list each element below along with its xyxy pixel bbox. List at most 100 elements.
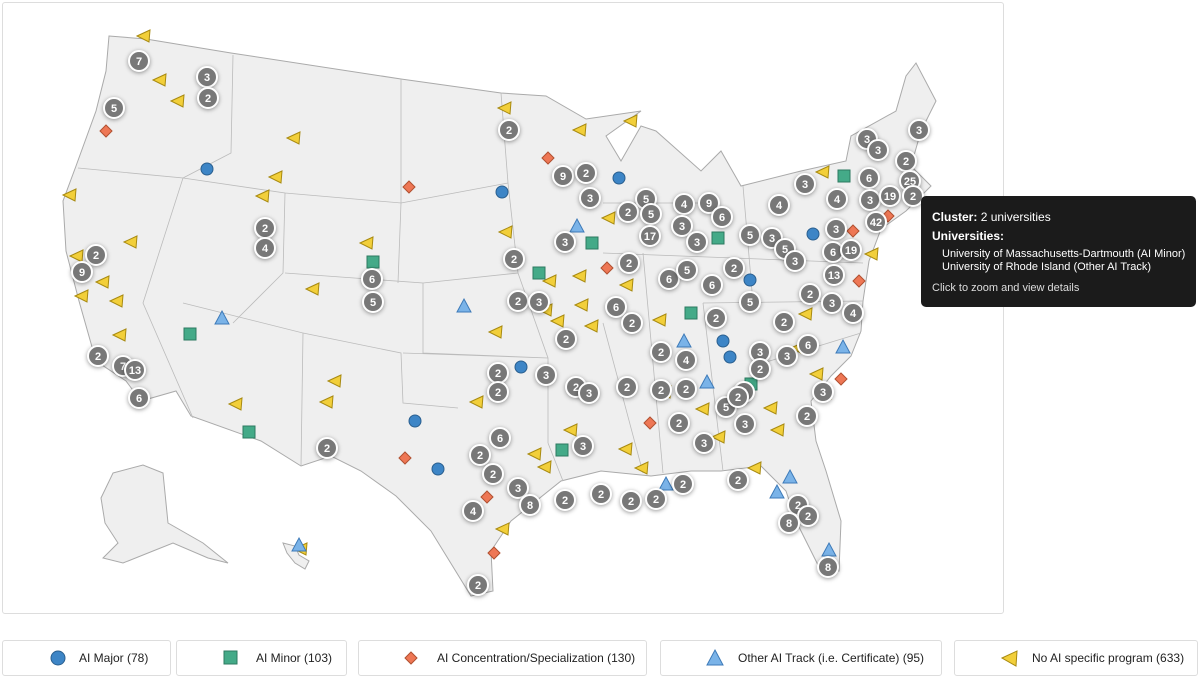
cluster-count[interactable]: 2 xyxy=(731,263,737,275)
cluster-count[interactable]: 13 xyxy=(828,270,840,282)
cluster-bubble[interactable] xyxy=(639,225,661,247)
no-program-marker[interactable] xyxy=(151,73,167,87)
cluster-count[interactable]: 13 xyxy=(129,365,141,377)
cluster[interactable]: 8 xyxy=(817,556,839,578)
cluster-bubble[interactable] xyxy=(616,376,638,398)
ai-concentration-marker[interactable] xyxy=(846,224,860,238)
cluster[interactable]: 2 xyxy=(645,488,667,510)
cluster-count[interactable]: 4 xyxy=(683,355,690,367)
cluster[interactable]: 3 xyxy=(794,173,816,195)
other-track-marker[interactable] xyxy=(782,468,798,484)
ai-major-marker[interactable] xyxy=(200,162,214,176)
ai-concentration-marker[interactable] xyxy=(99,124,113,138)
no-program-marker[interactable] xyxy=(710,430,726,444)
cluster-bubble[interactable] xyxy=(784,250,806,272)
cluster[interactable]: 3 xyxy=(671,215,693,237)
cluster-count[interactable]: 2 xyxy=(676,418,682,430)
cluster-bubble[interactable] xyxy=(658,268,680,290)
cluster-count[interactable]: 4 xyxy=(834,194,841,206)
cluster[interactable]: 8 xyxy=(778,512,800,534)
no-program-marker[interactable] xyxy=(618,278,634,292)
cluster-count[interactable]: 2 xyxy=(93,250,99,262)
cluster-bubble[interactable] xyxy=(645,488,667,510)
cluster-bubble[interactable] xyxy=(519,494,541,516)
cluster-count[interactable]: 2 xyxy=(583,168,589,180)
cluster-bubble[interactable] xyxy=(794,173,816,195)
cluster-bubble[interactable] xyxy=(128,387,150,409)
cluster[interactable]: 3 xyxy=(734,413,756,435)
cluster-bubble[interactable] xyxy=(821,292,843,314)
cluster[interactable]: 13 xyxy=(124,359,146,381)
cluster-count[interactable]: 3 xyxy=(543,370,549,382)
cluster[interactable]: 4 xyxy=(826,188,848,210)
cluster[interactable]: 42 xyxy=(865,211,887,233)
no-program-marker[interactable] xyxy=(73,289,89,303)
legend-item[interactable]: No AI specific program (633) xyxy=(954,640,1198,676)
legend-item[interactable]: Other AI Track (i.e. Certificate) (95) xyxy=(660,640,942,676)
cluster-count[interactable]: 3 xyxy=(586,388,592,400)
ai-major-marker[interactable] xyxy=(716,334,730,348)
cluster-bubble[interactable] xyxy=(768,194,790,216)
cluster[interactable]: 2 xyxy=(616,376,638,398)
cluster[interactable]: 6 xyxy=(701,274,723,296)
cluster-bubble[interactable] xyxy=(675,378,697,400)
cluster-bubble[interactable] xyxy=(650,379,672,401)
cluster-bubble[interactable] xyxy=(711,206,733,228)
ai-minor-marker[interactable] xyxy=(183,327,197,341)
other-track-marker[interactable] xyxy=(456,297,472,313)
cluster-count[interactable]: 19 xyxy=(884,191,896,203)
cluster-bubble[interactable] xyxy=(672,473,694,495)
cluster-count[interactable]: 3 xyxy=(679,221,685,233)
cluster[interactable]: 3 xyxy=(749,341,771,363)
cluster-count[interactable]: 3 xyxy=(536,297,542,309)
cluster[interactable]: 6 xyxy=(822,241,844,263)
cluster-count[interactable]: 6 xyxy=(613,302,619,314)
cluster[interactable]: 2 xyxy=(467,574,489,596)
cluster-count[interactable]: 6 xyxy=(866,173,872,185)
ai-concentration-marker[interactable] xyxy=(487,546,501,560)
cluster-bubble[interactable] xyxy=(554,489,576,511)
cluster[interactable]: 9 xyxy=(552,165,574,187)
cluster-count[interactable]: 6 xyxy=(805,340,811,352)
cluster-count[interactable]: 5 xyxy=(370,297,376,309)
cluster-bubble[interactable] xyxy=(361,268,383,290)
cluster-bubble[interactable] xyxy=(71,261,93,283)
cluster-bubble[interactable] xyxy=(503,248,525,270)
no-program-marker[interactable] xyxy=(285,131,301,145)
cluster-count[interactable]: 2 xyxy=(807,289,813,301)
cluster-bubble[interactable] xyxy=(489,427,511,449)
ai-concentration-marker[interactable] xyxy=(834,372,848,386)
cluster[interactable]: 3 xyxy=(507,477,529,499)
cluster[interactable]: 3 xyxy=(196,66,218,88)
ai-major-marker[interactable] xyxy=(514,360,528,374)
no-program-marker[interactable] xyxy=(135,29,151,43)
cluster-bubble[interactable] xyxy=(796,405,818,427)
cluster-count[interactable]: 3 xyxy=(867,195,873,207)
cluster-bubble[interactable] xyxy=(701,274,723,296)
cluster[interactable]: 2 xyxy=(85,244,107,266)
ai-concentration-marker[interactable] xyxy=(852,274,866,288)
ai-major-marker[interactable] xyxy=(723,350,737,364)
cluster-count[interactable]: 2 xyxy=(511,254,517,266)
no-program-marker[interactable] xyxy=(254,189,270,203)
cluster-bubble[interactable] xyxy=(705,307,727,329)
ai-concentration-marker[interactable] xyxy=(643,416,657,430)
cluster-count[interactable]: 5 xyxy=(747,230,753,242)
cluster-count[interactable]: 3 xyxy=(784,351,790,363)
cluster[interactable]: 3 xyxy=(812,381,834,403)
cluster[interactable]: 2 xyxy=(197,87,219,109)
cluster-count[interactable]: 2 xyxy=(653,494,659,506)
cluster-bubble[interactable] xyxy=(487,381,509,403)
cluster[interactable]: 3 xyxy=(784,250,806,272)
cluster-count[interactable]: 2 xyxy=(628,496,634,508)
cluster-count[interactable]: 3 xyxy=(802,179,808,191)
cluster-bubble[interactable] xyxy=(858,167,880,189)
no-program-marker[interactable] xyxy=(68,249,84,263)
no-program-marker[interactable] xyxy=(746,461,762,475)
cluster-count[interactable]: 3 xyxy=(580,441,586,453)
cluster-count[interactable]: 2 xyxy=(324,443,330,455)
cluster-count[interactable]: 2 xyxy=(475,580,481,592)
ai-minor-marker[interactable] xyxy=(684,306,698,320)
cluster-count[interactable]: 17 xyxy=(644,231,656,243)
ai-major-marker[interactable] xyxy=(743,273,757,287)
